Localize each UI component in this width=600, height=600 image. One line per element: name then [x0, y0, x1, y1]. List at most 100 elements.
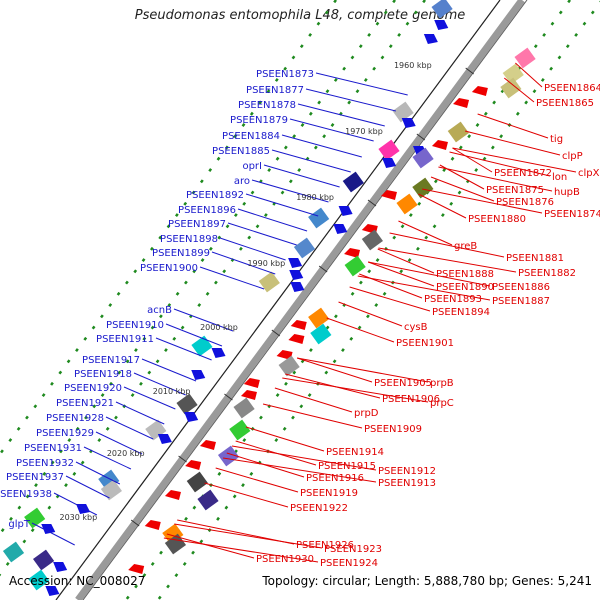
leader-line	[305, 88, 396, 112]
gene-label-left: PSEEN1884	[222, 131, 280, 142]
forward-gene-arrow	[191, 370, 206, 380]
leader-line	[245, 193, 319, 217]
forward-gene-arrow	[401, 118, 416, 128]
leader-line	[503, 77, 535, 103]
leader-line	[349, 286, 431, 312]
gene-label-left: aro	[234, 176, 250, 187]
gene-block	[217, 445, 240, 467]
leader-line	[418, 193, 467, 219]
gene-block	[98, 469, 120, 491]
gene-label-right: PSEEN1912	[378, 466, 436, 477]
leader-line	[452, 147, 493, 173]
gene-label-right: prpC	[430, 398, 454, 409]
gene-label-left: PSEEN1918	[74, 369, 132, 380]
forward-gene-arrow	[288, 258, 303, 268]
gene-block	[197, 489, 219, 511]
reverse-gene-arrow	[128, 564, 145, 574]
gene-block	[2, 541, 25, 563]
ruler-line	[55, 0, 501, 600]
gene-label-left: PSEEN1873	[256, 69, 314, 80]
leader-line	[251, 179, 329, 203]
leader-line	[199, 266, 265, 290]
gene-label-right: PSEEN1890	[436, 282, 494, 293]
kbp-tick-mark	[178, 455, 187, 463]
gene-block	[361, 229, 383, 251]
leader-line	[215, 467, 299, 493]
accession-label: Accession: NC_008027	[9, 574, 146, 588]
forward-gene-arrow	[338, 206, 353, 216]
gene-block	[100, 479, 122, 501]
gene-label-left: PSEEN1932	[16, 458, 74, 469]
kbp-tick-mark	[367, 199, 377, 207]
gene-label-right: PSEEN1880	[468, 214, 526, 225]
leader-line	[439, 164, 485, 190]
gene-block	[500, 77, 522, 99]
gene-label-right: PSEEN1909	[364, 424, 422, 435]
leader-line	[115, 401, 165, 425]
leader-line	[219, 237, 286, 261]
reverse-gene-arrow	[276, 350, 293, 360]
leader-line	[173, 308, 234, 332]
reverse-gene-arrow	[240, 390, 257, 400]
gene-label-right: PSEEN1893	[424, 294, 482, 305]
kbp-tick-label: 1970 kbp	[345, 127, 383, 136]
leader-line	[165, 323, 223, 347]
gene-block	[33, 549, 55, 571]
gene-label-left: PSEEN1929	[36, 428, 94, 439]
leader-line	[53, 492, 98, 516]
forward-gene-arrow	[184, 412, 199, 422]
leader-line	[326, 317, 395, 343]
leader-line	[281, 134, 362, 158]
leader-line	[262, 403, 363, 429]
gene-label-left: PSEEN1896	[178, 205, 236, 216]
leader-line	[274, 387, 353, 413]
backbone-edge	[82, 0, 528, 600]
gene-label-left: PSEEN1900	[140, 263, 198, 274]
leader-line	[31, 522, 75, 546]
gene-block	[342, 171, 364, 193]
forward-gene-arrow	[289, 270, 304, 280]
gene-label-right: greB	[454, 241, 477, 252]
gene-block	[186, 471, 208, 493]
leader-line	[289, 118, 374, 142]
gene-label-right: prpB	[430, 378, 454, 389]
backbone-band	[75, 0, 525, 600]
gene-label-right: PSEEN1874	[544, 209, 600, 220]
gene-label-left: PSEEN1892	[186, 190, 244, 201]
leader-line	[155, 337, 212, 361]
gene-label-left: PSEEN1899	[152, 248, 210, 259]
gene-label-right: PSEEN1914	[326, 447, 384, 458]
kbp-tick-mark	[271, 329, 281, 337]
leader-line	[95, 431, 143, 455]
gene-label-right: PSEEN1923	[324, 544, 382, 555]
genome-summary: Topology: circular; Length: 5,888,780 bp…	[262, 574, 592, 588]
gene-label-left: PSEEN1917	[82, 355, 140, 366]
leader-line	[452, 147, 577, 173]
leader-line	[430, 176, 495, 202]
leader-line	[438, 166, 553, 192]
gene-block	[308, 307, 330, 329]
leader-line	[377, 248, 435, 274]
genome-backbone	[55, 0, 528, 600]
label-leader-lines	[31, 62, 577, 563]
leader-line	[105, 416, 154, 440]
gene-label-right: PSEEN1881	[506, 253, 564, 264]
gene-block	[308, 207, 330, 229]
reverse-gene-arrow	[243, 378, 260, 388]
leader-line	[378, 247, 517, 273]
kbp-tick-mark	[224, 393, 233, 401]
reverse-gene-arrow	[290, 320, 307, 330]
leader-line	[296, 357, 373, 383]
gene-block	[396, 193, 418, 215]
leader-line	[174, 523, 323, 549]
gene-block	[412, 147, 434, 169]
forward-gene-arrow	[211, 348, 226, 358]
gene-label-right: PSEEN1887	[492, 296, 550, 307]
gene-label-right: PSEEN1876	[496, 197, 554, 208]
gene-label-right: PSEEN1922	[290, 503, 348, 514]
map-title: Pseudomonas entomophila L48, complete ge…	[134, 8, 466, 23]
forward-gene-arrow	[382, 158, 397, 168]
leader-line	[368, 261, 491, 287]
gene-label-right: PSEEN1930	[256, 554, 314, 565]
gene-label-left: PSEEN1921	[56, 398, 114, 409]
